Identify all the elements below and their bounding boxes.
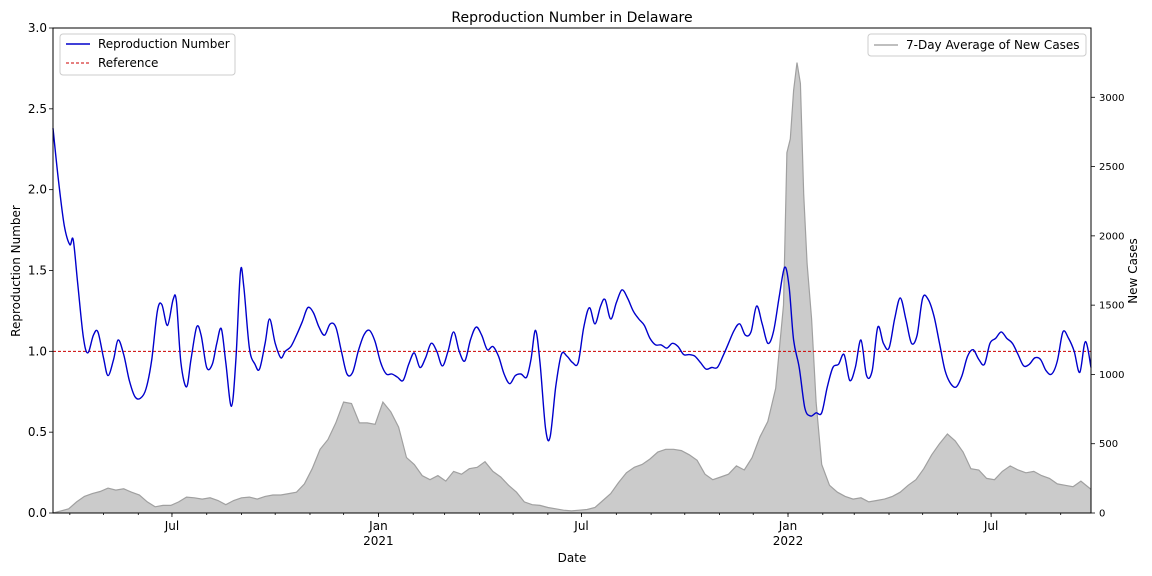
y2-tick-label: 2500 bbox=[1099, 162, 1124, 173]
x-tick-label: Jul bbox=[164, 519, 179, 533]
y2-tick-label: 0 bbox=[1099, 509, 1105, 520]
cases-line bbox=[52, 62, 1092, 514]
y-tick-label: 1.5 bbox=[28, 264, 47, 278]
chart-title: Reproduction Number in Delaware bbox=[451, 10, 692, 26]
legend-label-rn: Reproduction Number bbox=[98, 37, 230, 51]
y-tick-label: 3.0 bbox=[28, 21, 47, 35]
legend-left: Reproduction Number Reference bbox=[59, 33, 236, 76]
x-tick-label: Jul bbox=[983, 519, 998, 533]
y-tick-label: 0.0 bbox=[28, 506, 47, 520]
legend-left-frame bbox=[59, 33, 236, 76]
legend-label-cases: 7-Day Average of New Cases bbox=[906, 38, 1080, 52]
x-tick-label: Jan bbox=[778, 519, 798, 533]
y2-tick-label: 500 bbox=[1099, 439, 1118, 450]
y2-tick-label: 1000 bbox=[1099, 370, 1124, 381]
legend-right-frame bbox=[867, 33, 1087, 57]
plot-area bbox=[52, 62, 1092, 514]
y-tick-label: 0.5 bbox=[28, 425, 47, 439]
y-tick-label: 2.5 bbox=[28, 102, 47, 116]
y2-tick-label: 1500 bbox=[1099, 301, 1124, 312]
x-axis-label: Date bbox=[558, 551, 587, 565]
y-axis-label: Reproduction Number bbox=[9, 205, 23, 337]
y2-axis-label: New Cases bbox=[1126, 238, 1140, 304]
x-tick-label: Jan bbox=[368, 519, 388, 533]
x-tick-label: Jul bbox=[573, 519, 588, 533]
y2-tick-label: 2000 bbox=[1099, 231, 1124, 242]
y-tick-label: 1.0 bbox=[28, 344, 47, 358]
legend-label-reference: Reference bbox=[98, 56, 158, 70]
y-tick-label: 2.0 bbox=[28, 183, 47, 197]
y2-tick-label: 3000 bbox=[1099, 93, 1124, 104]
x-tick-year-label: 2022 bbox=[773, 534, 804, 548]
x-tick-year-label: 2021 bbox=[363, 534, 394, 548]
reproduction-number-line bbox=[52, 128, 1092, 442]
legend-right: 7-Day Average of New Cases bbox=[867, 33, 1087, 57]
